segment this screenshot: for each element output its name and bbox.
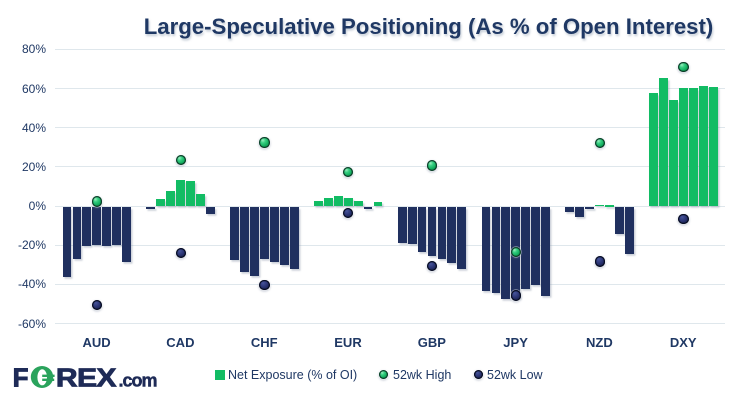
svg-text:F: F — [13, 363, 29, 393]
svg-text:REX: REX — [56, 363, 117, 392]
svg-text:.com: .com — [119, 371, 157, 391]
